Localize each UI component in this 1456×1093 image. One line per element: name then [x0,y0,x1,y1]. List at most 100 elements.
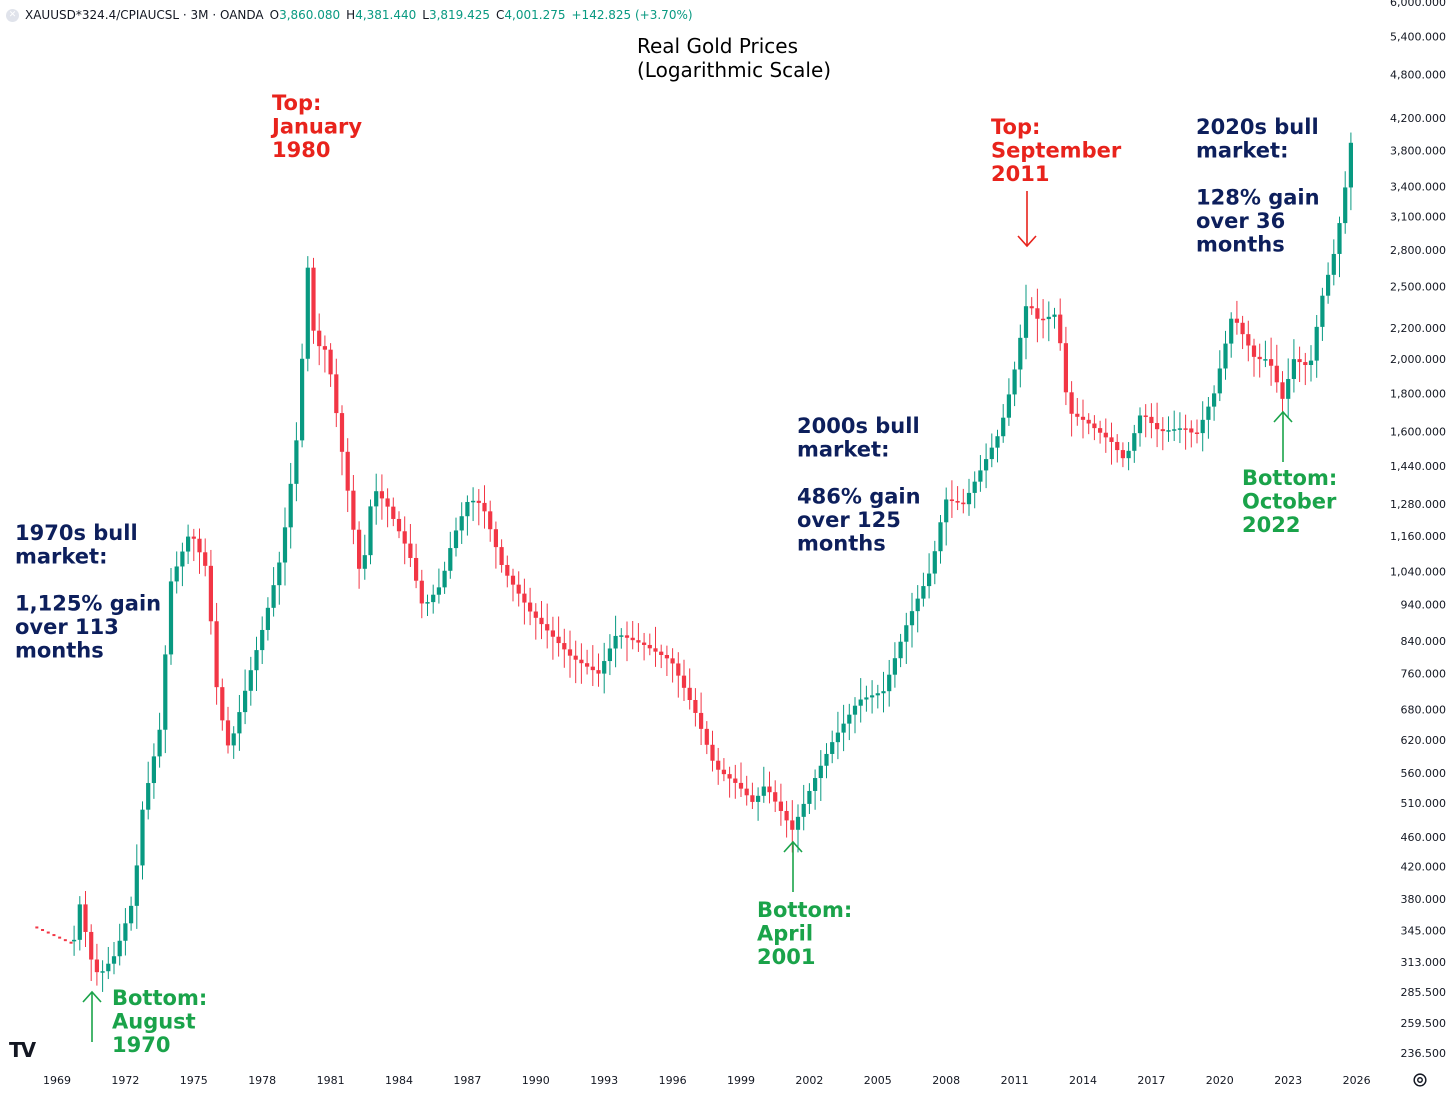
x-tick-label: 2017 [1137,1074,1165,1087]
candle-body [670,658,675,664]
candle-body [1172,429,1177,431]
candle-body [1194,432,1200,434]
close-icon[interactable]: ✕ [6,8,19,22]
candle-body [368,506,373,556]
candle-body [1274,365,1279,383]
candle-body [972,481,977,493]
y-tick-label: 1,040.000 [1390,566,1446,579]
x-tick-label: 1999 [727,1074,755,1087]
candle-body [875,693,880,696]
candle-body [379,491,384,499]
candle-body [938,522,943,552]
candle-body [465,501,470,517]
y-tick-label: 560.000 [1401,767,1447,780]
candle-body [978,470,983,482]
candle-body [1269,359,1274,366]
candle-body [72,939,77,942]
y-tick-label: 6,000.000 [1390,0,1446,9]
candle-body [1223,343,1228,369]
x-tick-label: 1987 [453,1074,481,1087]
candle-body [140,809,145,866]
candle-body [1120,450,1125,459]
candle-body [357,529,362,569]
x-tick-label: 2008 [932,1074,960,1087]
candle-body [471,500,476,503]
tradingview-logo-icon[interactable]: TV [9,1038,36,1062]
y-tick-label: 2,800.000 [1390,244,1446,257]
candle-body [1023,306,1029,338]
candle-body [579,659,584,664]
candle-body [1280,382,1285,399]
candle-body [351,490,356,530]
candle-body [562,643,567,650]
candle-body [790,820,795,830]
y-tick-label: 236.500 [1401,1047,1447,1060]
close-label: C [496,8,505,22]
candle-body [1314,326,1319,361]
candle-body [1012,369,1017,395]
candle-body [1257,356,1262,360]
candle-body [550,630,555,637]
candle-body [1326,274,1331,296]
candle-body [738,782,744,789]
x-tick-label: 2026 [1343,1074,1371,1087]
candle-body [1132,433,1137,451]
candle-body [1046,316,1051,320]
candle-body [476,500,481,503]
y-tick-label: 680.000 [1401,704,1447,717]
pre-series-dash [35,926,39,929]
candle-body [1177,428,1182,430]
candle-body [915,598,920,612]
y-tick-label: 2,500.000 [1390,281,1446,294]
candle-body [334,374,339,414]
candle-body [921,586,926,599]
gear-icon[interactable] [1411,1071,1429,1089]
candle-body [191,536,196,539]
candle-body [619,635,624,637]
candle-body [1229,318,1234,344]
candle-body [681,675,687,688]
annotation-text: Bottom: October 2022 [1242,466,1337,537]
y-tick-label: 1,280.000 [1390,498,1446,511]
candle-body [733,778,738,783]
candle-body [271,585,276,608]
y-tick-label: 840.000 [1401,635,1447,648]
y-tick-label: 1,440.000 [1390,460,1446,473]
candle-body [1115,441,1120,451]
candle-body [687,687,692,701]
candle-body [1137,415,1143,434]
candle-body [499,547,504,565]
candle-body [1149,416,1154,424]
candle-body [664,654,669,659]
x-tick-label: 2020 [1206,1074,1234,1087]
candle-body [784,810,789,821]
candle-body [596,670,601,674]
candle-body [448,548,453,571]
candle-body [1291,359,1296,379]
candle-body [966,492,972,505]
close-value: 4,001.275 [504,8,566,22]
candle-body [106,963,111,972]
candle-body [146,783,151,810]
candle-body [1018,337,1023,370]
candle-body [1337,223,1342,254]
symbol-name[interactable]: XAUUSD*324.4/CPIAUCSL · 3M · OANDA [25,8,264,22]
pre-series-dash [52,934,56,937]
candle-body [1041,318,1046,321]
candle-body [1029,306,1034,309]
y-tick-label: 620.000 [1401,734,1447,747]
candle-body [813,778,818,791]
candle-body [100,971,105,973]
candle-body [613,635,618,649]
candle-body [870,695,875,698]
candle-body [1001,417,1006,437]
candle-body [898,641,903,659]
candle-body [94,959,99,973]
candle-body [208,565,213,622]
x-tick-label: 2002 [795,1074,823,1087]
candle-body [1251,345,1257,357]
y-tick-label: 1,800.000 [1390,387,1446,400]
candle-body [339,413,345,452]
candle-body [425,602,430,604]
